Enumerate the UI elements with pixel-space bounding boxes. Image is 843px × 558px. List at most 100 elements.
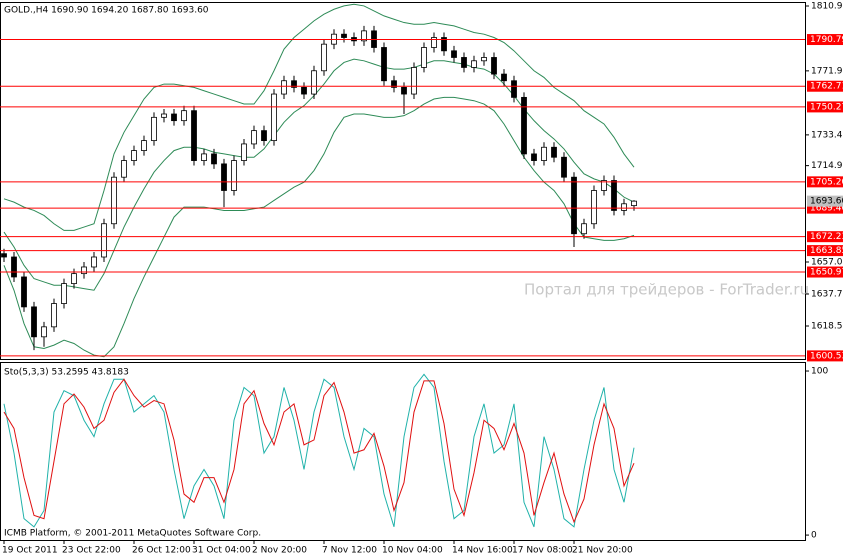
- chart-title: GOLD.,H4 1690.90 1694.20 1687.80 1693.60: [4, 6, 209, 16]
- x-tick-label: 26 Oct 12:00: [132, 546, 191, 556]
- candle-body: [421, 47, 427, 68]
- candle-body: [411, 67, 417, 95]
- level-label: 1663.85: [810, 246, 843, 256]
- y-tick-label: 1733.45: [811, 130, 843, 140]
- candle-body: [131, 150, 137, 161]
- candle-body: [1, 253, 7, 258]
- candle-body: [611, 180, 617, 211]
- last-price-box: [807, 195, 843, 207]
- level-label: 1650.97: [810, 268, 843, 278]
- level-label: 1750.27: [810, 102, 843, 112]
- candle-body: [521, 96, 527, 155]
- y-tick-label: 100: [811, 367, 828, 377]
- candle-body: [581, 223, 587, 235]
- candle-body: [381, 47, 387, 82]
- x-tick-label: 19 Oct 2011: [2, 546, 58, 556]
- level-label-box: [807, 266, 843, 278]
- main-panel: [0, 2, 806, 360]
- level-label-box: [807, 202, 843, 214]
- candle-body: [431, 37, 437, 48]
- y-tick-label: 1618.50: [811, 322, 843, 332]
- candle-body: [161, 113, 167, 118]
- candle-body: [541, 146, 547, 161]
- x-tick-label: 17 Nov 08:00: [512, 546, 573, 556]
- candle-body: [491, 57, 497, 75]
- band-line: [3, 58, 635, 291]
- candle-body: [221, 163, 227, 191]
- band-line: [3, 96, 635, 358]
- candle-body: [301, 87, 307, 95]
- x-tick-label: 31 Oct 04:00: [192, 546, 251, 556]
- copyright: ICMB Platform, © 2001-2011 MetaQuotes So…: [4, 529, 261, 539]
- watermark: Портал для трейдеров - ForTrader.ru: [524, 281, 809, 299]
- candle-body: [241, 143, 247, 161]
- y-tick-label: 1810.95: [811, 2, 843, 12]
- candle-body: [401, 87, 407, 95]
- x-tick-label: 23 Oct 22:00: [62, 546, 121, 556]
- candle-body: [121, 160, 127, 178]
- oscillator-panel: [0, 362, 806, 541]
- oscillator-line: [3, 373, 635, 528]
- candle-body: [531, 153, 537, 161]
- y-tick-label: 1637.75: [811, 290, 843, 300]
- candle-body: [251, 130, 257, 145]
- candle-body: [11, 256, 17, 278]
- level-label-box: [807, 34, 843, 46]
- candle-body: [341, 33, 347, 38]
- candle-body: [21, 276, 27, 308]
- candle-body: [631, 200, 637, 207]
- candle-body: [181, 110, 187, 122]
- y-tick-label: 1714.95: [811, 161, 843, 171]
- candle-body: [31, 306, 37, 338]
- candle-body: [311, 70, 317, 95]
- candle-body: [191, 110, 197, 161]
- level-label-box: [807, 231, 843, 243]
- candle-body: [201, 153, 207, 161]
- y-tick-label: 0: [811, 531, 817, 541]
- candle-body: [561, 156, 567, 178]
- x-tick-label: 7 Nov 12:00: [322, 546, 377, 556]
- level-label: 1762.71: [810, 82, 843, 92]
- y-tick-label: 1771.95: [811, 66, 843, 76]
- level-label: 1689.40: [810, 204, 843, 214]
- level-label-box: [807, 245, 843, 257]
- candle-body: [111, 176, 117, 225]
- level-label: 1600.53: [810, 351, 843, 361]
- candle-body: [101, 223, 107, 258]
- candle-body: [601, 180, 607, 191]
- candle-body: [171, 113, 177, 122]
- candle-body: [511, 80, 517, 98]
- candle-body: [501, 73, 507, 82]
- candle-body: [451, 50, 457, 58]
- level-label: 1790.79: [810, 35, 843, 45]
- candle-body: [591, 190, 597, 225]
- y-tick-label: 1657.00: [811, 257, 843, 267]
- candle-body: [551, 146, 557, 158]
- x-tick-label: 10 Nov 04:00: [382, 546, 443, 556]
- candle-body: [261, 130, 267, 142]
- candle-body: [281, 80, 287, 95]
- level-label: 1672.23: [810, 232, 843, 242]
- x-tick-label: 14 Nov 16:00: [452, 546, 513, 556]
- level-label-box: [807, 176, 843, 188]
- level-label-box: [807, 80, 843, 92]
- candle-body: [71, 273, 77, 285]
- candle-body: [321, 43, 327, 72]
- level-label-box: [807, 350, 843, 362]
- oscillator-line: [3, 378, 635, 524]
- candle-body: [151, 116, 157, 142]
- last-price-label: 1693.60: [810, 197, 843, 207]
- candle-body: [141, 140, 147, 151]
- candle-body: [91, 256, 97, 268]
- level-label-box: [807, 101, 843, 113]
- candle-body: [441, 37, 447, 52]
- candle-body: [81, 266, 87, 275]
- candle-body: [621, 203, 627, 211]
- candle-body: [481, 57, 487, 62]
- candle-body: [291, 80, 297, 88]
- level-label: 1705.20: [810, 177, 843, 187]
- oscillator-title: Sto(5,3,3) 53.2595 43.8183: [4, 368, 129, 378]
- band-line: [3, 3, 635, 231]
